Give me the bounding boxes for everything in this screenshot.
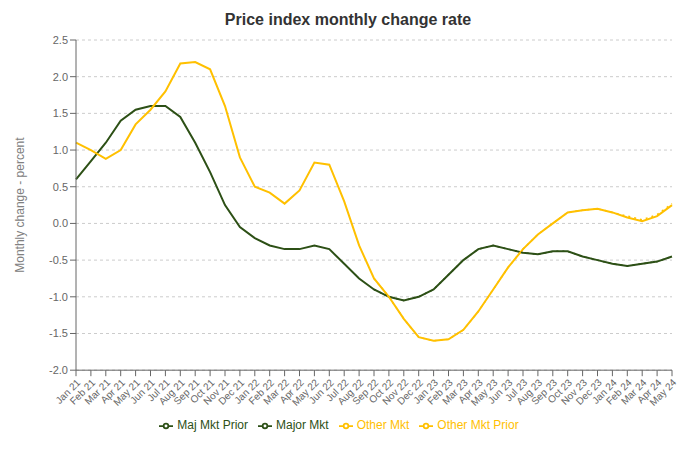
html-text:Major Mkt: Major Mkt — [276, 418, 329, 433]
svg-text:1.5: 1.5 — [53, 107, 68, 119]
svg-text:Monthly change - percent: Monthly change - percent — [13, 137, 27, 273]
svg-text:Nov 23: Nov 23 — [558, 376, 589, 407]
html-text:Other Mkt Prior: Other Mkt Prior — [437, 418, 519, 433]
svg-text:Jan 24: Jan 24 — [589, 376, 619, 406]
svg-text:Feb 23: Feb 23 — [425, 376, 455, 407]
svg-text:Sep 21: Sep 21 — [171, 376, 202, 407]
svg-text:May 22: May 22 — [289, 376, 321, 408]
svg-text:Aug 22: Aug 22 — [335, 376, 366, 407]
svg-text:May 24: May 24 — [647, 377, 678, 408]
svg-text:Oct 21: Oct 21 — [187, 376, 217, 406]
svg-text:Jul 21: Jul 21 — [145, 376, 172, 404]
svg-text:Nov 22: Nov 22 — [380, 376, 411, 407]
svg-text:Sep 23: Sep 23 — [529, 376, 560, 407]
svg-text:Feb 24: Feb 24 — [603, 376, 634, 407]
svg-text:0.0: 0.0 — [53, 217, 68, 229]
svg-text:May 23: May 23 — [468, 376, 500, 408]
html-text:Maj Mkt Prior: Maj Mkt Prior — [177, 418, 248, 433]
svg-text:-1.5: -1.5 — [49, 327, 68, 339]
svg-text:Apr 24: Apr 24 — [634, 376, 664, 406]
svg-text:Jun 23: Jun 23 — [485, 376, 515, 406]
svg-text:Mar 23: Mar 23 — [440, 376, 470, 407]
svg-text:-2.0: -2.0 — [49, 364, 68, 376]
html-text:Other Mkt: Other Mkt — [356, 418, 410, 433]
svg-text:-1.0: -1.0 — [49, 291, 68, 303]
svg-text:Feb 22: Feb 22 — [246, 376, 277, 407]
svg-text:Aug 23: Aug 23 — [514, 376, 545, 407]
html-text:Price index monthly change rat: Price index monthly change rate — [224, 11, 472, 28]
svg-text:Jul 23: Jul 23 — [502, 376, 530, 404]
svg-text:Jun 21: Jun 21 — [127, 376, 157, 406]
svg-text:Apr 23: Apr 23 — [456, 376, 485, 406]
svg-text:2.5: 2.5 — [53, 34, 68, 46]
svg-text:0.5: 0.5 — [53, 181, 68, 193]
svg-text:1.0: 1.0 — [53, 144, 68, 156]
svg-text:Jan 23: Jan 23 — [411, 376, 440, 406]
svg-text:Oct 23: Oct 23 — [545, 376, 575, 406]
svg-text:Apr 22: Apr 22 — [277, 376, 306, 406]
svg-text:May 21: May 21 — [111, 376, 142, 408]
svg-text:Dec 22: Dec 22 — [395, 376, 426, 407]
svg-text:Jan 22: Jan 22 — [232, 376, 262, 406]
svg-text:Dec 23: Dec 23 — [573, 376, 604, 407]
svg-text:Jan 21: Jan 21 — [53, 376, 83, 406]
svg-text:Sep 22: Sep 22 — [350, 376, 381, 407]
svg-text:Mar 24: Mar 24 — [618, 376, 649, 407]
svg-text:Oct 22: Oct 22 — [366, 376, 396, 406]
svg-text:Mar 21: Mar 21 — [82, 376, 113, 407]
svg-text:Nov 21: Nov 21 — [201, 376, 232, 407]
svg-text:Jun 22: Jun 22 — [306, 376, 336, 406]
svg-text:Dec 21: Dec 21 — [216, 376, 247, 407]
svg-text:Feb 21: Feb 21 — [67, 376, 98, 407]
svg-text:Jul 22: Jul 22 — [324, 376, 351, 404]
svg-text:Aug 21: Aug 21 — [156, 376, 187, 407]
svg-text:Mar 22: Mar 22 — [261, 376, 291, 407]
svg-text:-0.5: -0.5 — [49, 254, 68, 266]
svg-text:2.0: 2.0 — [53, 71, 68, 83]
svg-text:Apr 21: Apr 21 — [98, 376, 128, 406]
